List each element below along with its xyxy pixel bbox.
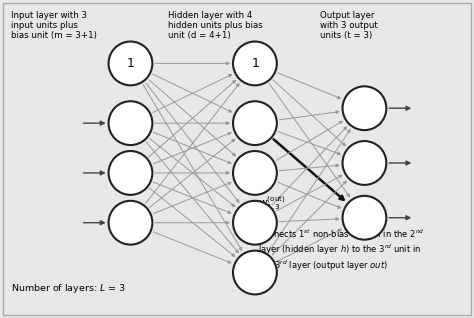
- Text: $1$: $1$: [126, 57, 135, 70]
- Circle shape: [343, 141, 386, 185]
- Text: $w^{\mathrm{(out)}}_{1,3}$: $w^{\mathrm{(out)}}_{1,3}$: [258, 195, 286, 214]
- Circle shape: [233, 251, 277, 294]
- Circle shape: [343, 196, 386, 240]
- Circle shape: [109, 151, 152, 195]
- Text: Number of layers: $L$ = 3: Number of layers: $L$ = 3: [11, 282, 126, 295]
- Text: Hidden layer with 4
hidden units plus bias
unit (d = 4+1): Hidden layer with 4 hidden units plus bi…: [168, 10, 263, 40]
- Text: connects 1$^{st}$ non-bias neuron in the 2$^{nd}$
layer (hidden layer $h$) to th: connects 1$^{st}$ non-bias neuron in the…: [258, 228, 424, 273]
- Circle shape: [233, 201, 277, 245]
- Circle shape: [233, 101, 277, 145]
- Circle shape: [109, 42, 152, 85]
- Circle shape: [109, 201, 152, 245]
- Circle shape: [109, 101, 152, 145]
- Text: Output layer
with 3 output
units (t = 3): Output layer with 3 output units (t = 3): [319, 10, 377, 40]
- Circle shape: [233, 42, 277, 85]
- Text: $1$: $1$: [251, 57, 259, 70]
- Text: Input layer with 3
input units plus
bias unit (m = 3+1): Input layer with 3 input units plus bias…: [11, 10, 97, 40]
- Circle shape: [233, 151, 277, 195]
- Circle shape: [343, 86, 386, 130]
